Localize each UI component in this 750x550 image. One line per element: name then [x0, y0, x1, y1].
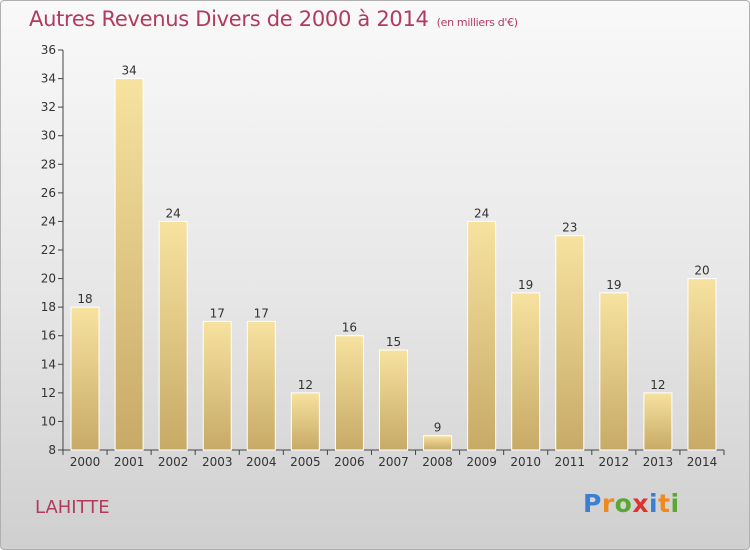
chart-data-labels: 18 34 24 17 17 12 16 15 9 24 19 23 19 12 20 — [77, 64, 709, 435]
x-tick-label: 2014 — [687, 455, 718, 469]
data-label: 12 — [298, 378, 313, 392]
data-label: 15 — [386, 335, 401, 349]
y-tick-label: 18 — [41, 300, 56, 314]
data-label: 12 — [650, 378, 665, 392]
y-tick-label: 20 — [41, 272, 56, 286]
proxiti-logo: Proxiti — [583, 489, 680, 518]
chart-axes: 8 10 12 14 16 18 20 22 24 26 28 30 32 34 36 2000 2001 200… — [41, 43, 725, 469]
y-tick-label: 8 — [48, 443, 56, 457]
data-label: 18 — [77, 292, 92, 306]
y-tick-label: 24 — [41, 214, 56, 228]
bar-2001 — [114, 78, 144, 451]
chart-unit: (en milliers d'€) — [436, 16, 518, 29]
bar-2006 — [334, 335, 364, 451]
data-label: 16 — [342, 321, 357, 335]
bar-2000 — [70, 306, 100, 451]
bar-2012 — [599, 292, 629, 451]
bar-2003 — [202, 320, 232, 451]
chart-title: Autres Revenus Divers de 2000 à 2014 (en … — [29, 7, 518, 31]
bar-2008 — [423, 435, 453, 451]
x-tick-label: 2011 — [554, 455, 585, 469]
x-tick-label: 2005 — [290, 455, 321, 469]
x-tick-label: 2006 — [334, 455, 365, 469]
x-tick-label: 2012 — [599, 455, 630, 469]
data-label: 17 — [254, 306, 269, 320]
data-label: 34 — [121, 64, 136, 78]
x-tick-label: 2013 — [643, 455, 674, 469]
place-name: LAHITTE — [35, 497, 110, 518]
bar-2007 — [379, 349, 408, 451]
bar-2013 — [643, 392, 673, 451]
bar-2009 — [467, 220, 497, 451]
x-tick-label: 2001 — [114, 455, 145, 469]
y-tick-label: 30 — [41, 129, 56, 143]
bar-2004 — [246, 320, 276, 451]
y-tick-label: 32 — [41, 100, 56, 114]
x-tick-label: 2003 — [202, 455, 233, 469]
data-label: 24 — [166, 206, 181, 220]
data-label: 19 — [518, 278, 533, 292]
x-tick-label: 2000 — [70, 455, 101, 469]
x-tick-label: 2008 — [422, 455, 453, 469]
chart-bars — [70, 78, 717, 451]
y-tick-label: 36 — [41, 43, 56, 57]
x-tick-label: 2009 — [466, 455, 497, 469]
y-tick-label: 34 — [41, 72, 56, 86]
x-tick-label: 2010 — [510, 455, 541, 469]
bar-2005 — [290, 392, 320, 451]
x-tick-label: 2002 — [158, 455, 189, 469]
y-tick-label: 28 — [41, 157, 56, 171]
x-tick-label: 2007 — [378, 455, 409, 469]
bar-2010 — [511, 292, 541, 451]
y-tick-label: 12 — [41, 386, 56, 400]
data-label: 24 — [474, 206, 489, 220]
data-label: 19 — [606, 278, 621, 292]
bar-2002 — [158, 220, 188, 451]
data-label: 23 — [562, 221, 577, 235]
bar-2011 — [555, 235, 585, 451]
chart-title-text: Autres Revenus Divers de 2000 à 2014 — [29, 7, 429, 31]
y-tick-label: 26 — [41, 186, 56, 200]
y-tick-label: 14 — [41, 357, 56, 371]
y-tick-label: 16 — [41, 329, 56, 343]
y-tick-label: 22 — [41, 243, 56, 257]
data-label: 17 — [210, 306, 225, 320]
bar-2014 — [687, 278, 717, 451]
x-tick-label: 2004 — [246, 455, 277, 469]
data-label: 20 — [694, 264, 709, 278]
data-label: 9 — [434, 421, 442, 435]
y-tick-label: 10 — [41, 414, 56, 428]
